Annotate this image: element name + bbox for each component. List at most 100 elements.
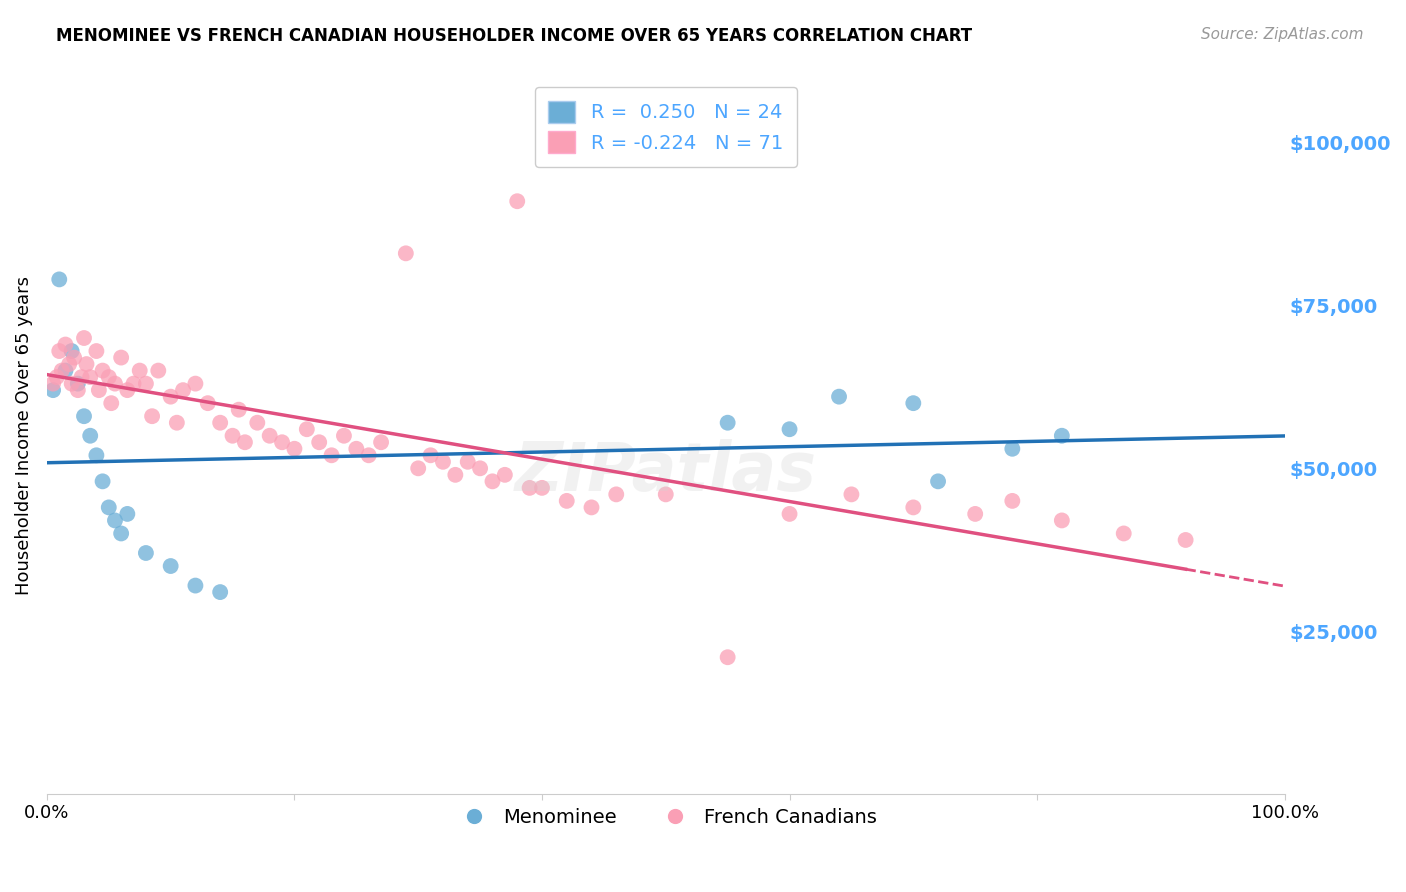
- Point: [221, 428, 243, 442]
- Point: [903, 396, 925, 410]
- Point: [1001, 442, 1024, 456]
- Point: [135, 546, 157, 560]
- Point: [308, 435, 330, 450]
- Point: [468, 461, 491, 475]
- Point: [457, 455, 479, 469]
- Point: [283, 442, 305, 456]
- Point: [555, 494, 578, 508]
- Point: [60, 376, 83, 391]
- Text: ZIPatlas: ZIPatlas: [515, 439, 817, 505]
- Point: [91, 363, 114, 377]
- Point: [841, 487, 863, 501]
- Point: [197, 396, 219, 410]
- Point: [86, 448, 108, 462]
- Text: Source: ZipAtlas.com: Source: ZipAtlas.com: [1201, 27, 1364, 42]
- Point: [159, 390, 181, 404]
- Point: [717, 650, 740, 665]
- Point: [295, 422, 318, 436]
- Point: [779, 507, 801, 521]
- Point: [55, 337, 77, 351]
- Point: [42, 376, 65, 391]
- Point: [110, 351, 132, 365]
- Point: [344, 442, 367, 456]
- Point: [927, 475, 949, 489]
- Point: [60, 344, 83, 359]
- Point: [128, 363, 150, 377]
- Point: [1174, 533, 1197, 547]
- Point: [86, 344, 108, 359]
- Point: [172, 383, 194, 397]
- Point: [419, 448, 441, 462]
- Point: [717, 416, 740, 430]
- Point: [159, 559, 181, 574]
- Point: [233, 435, 256, 450]
- Point: [42, 383, 65, 397]
- Point: [63, 351, 86, 365]
- Point: [76, 357, 98, 371]
- Point: [100, 396, 122, 410]
- Point: [519, 481, 541, 495]
- Point: [259, 428, 281, 442]
- Point: [79, 370, 101, 384]
- Point: [104, 376, 127, 391]
- Point: [1050, 428, 1073, 442]
- Point: [406, 461, 429, 475]
- Point: [506, 194, 529, 209]
- Point: [51, 363, 73, 377]
- Point: [110, 526, 132, 541]
- Point: [965, 507, 987, 521]
- Point: [48, 272, 70, 286]
- Point: [58, 357, 80, 371]
- Y-axis label: Householder Income Over 65 years: Householder Income Over 65 years: [15, 277, 32, 595]
- Point: [1112, 526, 1135, 541]
- Point: [321, 448, 343, 462]
- Text: MENOMINEE VS FRENCH CANADIAN HOUSEHOLDER INCOME OVER 65 YEARS CORRELATION CHART: MENOMINEE VS FRENCH CANADIAN HOUSEHOLDER…: [56, 27, 973, 45]
- Point: [530, 481, 553, 495]
- Point: [481, 475, 503, 489]
- Point: [66, 376, 89, 391]
- Point: [432, 455, 454, 469]
- Point: [122, 376, 145, 391]
- Point: [228, 402, 250, 417]
- Point: [444, 467, 467, 482]
- Point: [1001, 494, 1024, 508]
- Point: [271, 435, 294, 450]
- Point: [117, 507, 139, 521]
- Point: [55, 363, 77, 377]
- Point: [91, 475, 114, 489]
- Point: [135, 376, 157, 391]
- Point: [246, 416, 269, 430]
- Point: [184, 578, 207, 592]
- Point: [117, 383, 139, 397]
- Point: [70, 370, 93, 384]
- Point: [395, 246, 418, 260]
- Point: [779, 422, 801, 436]
- Point: [357, 448, 380, 462]
- Point: [73, 331, 96, 345]
- Point: [494, 467, 516, 482]
- Point: [97, 370, 120, 384]
- Point: [97, 500, 120, 515]
- Point: [141, 409, 163, 424]
- Point: [903, 500, 925, 515]
- Point: [581, 500, 603, 515]
- Point: [184, 376, 207, 391]
- Point: [655, 487, 678, 501]
- Point: [66, 383, 89, 397]
- Point: [45, 370, 67, 384]
- Point: [333, 428, 356, 442]
- Point: [605, 487, 627, 501]
- Point: [104, 513, 127, 527]
- Point: [87, 383, 110, 397]
- Point: [148, 363, 170, 377]
- Point: [828, 390, 851, 404]
- Point: [79, 428, 101, 442]
- Point: [370, 435, 392, 450]
- Point: [166, 416, 188, 430]
- Point: [209, 585, 232, 599]
- Point: [48, 344, 70, 359]
- Point: [209, 416, 232, 430]
- Legend: Menominee, French Canadians: Menominee, French Canadians: [447, 800, 884, 835]
- Point: [73, 409, 96, 424]
- Point: [1050, 513, 1073, 527]
